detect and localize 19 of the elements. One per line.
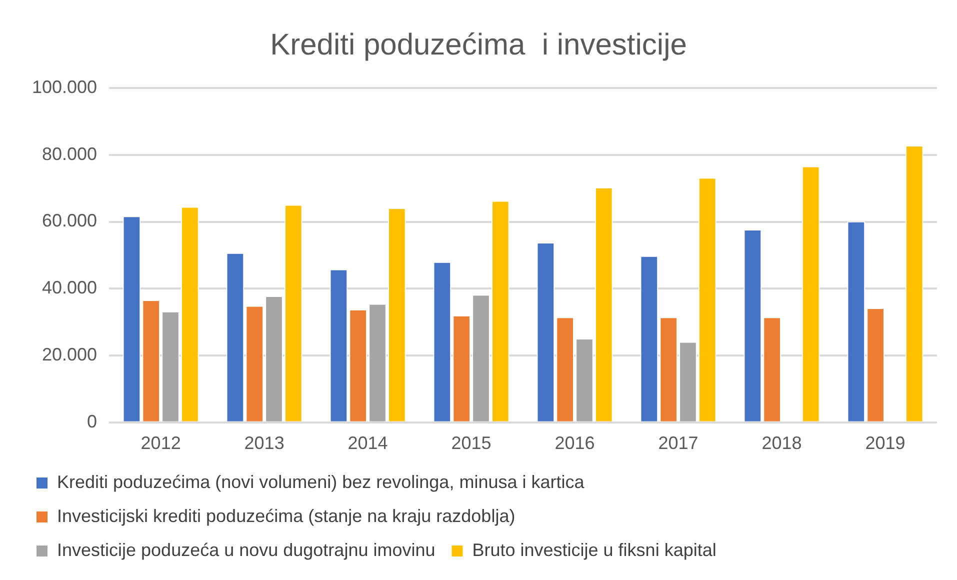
y-tick-label: 40.000 [42, 278, 98, 298]
y-tick-label: 0 [87, 411, 98, 432]
x-tick-label: 2016 [554, 433, 595, 454]
x-tick-label: 2013 [244, 433, 284, 454]
x-tick-label: 2019 [865, 433, 906, 454]
legend-label: Krediti poduzećima (novi volumeni) bez revolinga, minusa i kartica [57, 472, 586, 492]
x-tick-label: 2012 [140, 433, 181, 454]
chart-title: Krediti poduzećima i investicije [270, 28, 687, 62]
x-tick-label: 2017 [658, 433, 698, 454]
legend-label: Investicije poduzeća u novu dugotrajnu imovinu [57, 540, 436, 560]
legend-label: Bruto investicije u fiksni kapital [472, 540, 716, 560]
y-tick-label: 80.000 [42, 144, 98, 164]
legend-label: Investicijski krediti poduzećima (stanje na kraju razdoblja) [57, 506, 516, 526]
y-tick-label: 100.000 [32, 76, 98, 97]
y-tick-label: 60.000 [42, 210, 98, 231]
y-tick-label: 20.000 [42, 344, 98, 364]
x-tick-label: 2014 [348, 433, 388, 454]
x-tick-label: 2015 [451, 433, 492, 454]
x-tick-label: 2018 [762, 433, 802, 454]
